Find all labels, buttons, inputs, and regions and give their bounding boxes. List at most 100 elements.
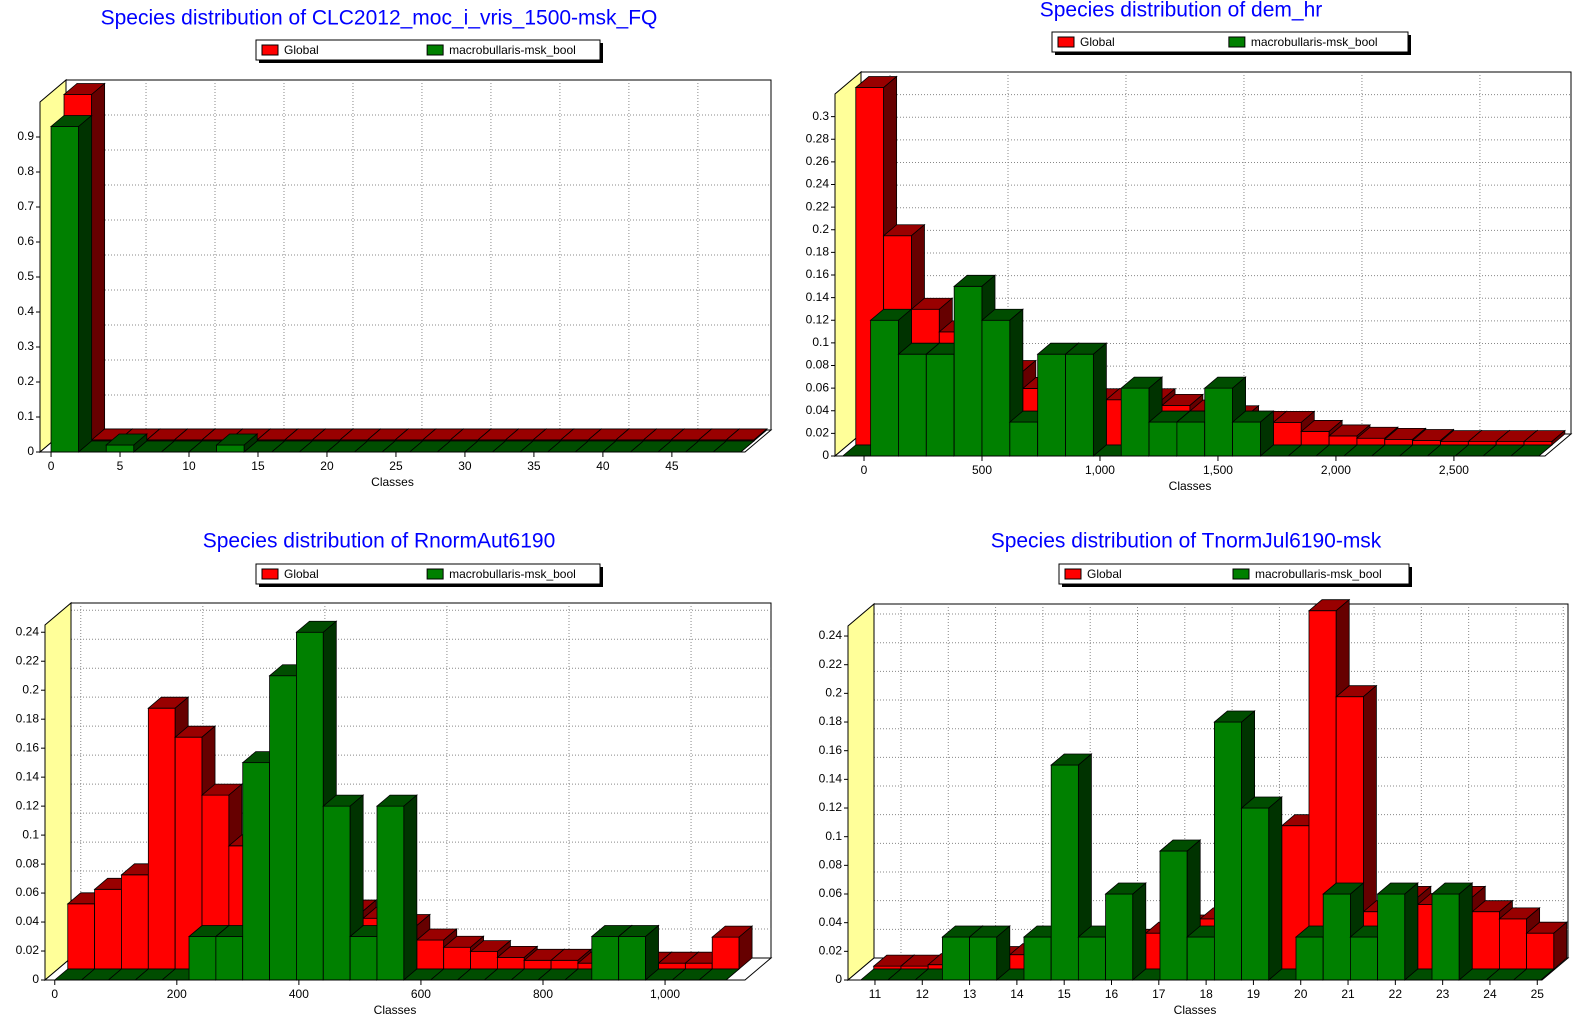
x-tick-label: 24: [1483, 987, 1497, 1001]
y-tick-label: 0: [32, 972, 39, 986]
bar: [1525, 921, 1568, 970]
bar-front: [591, 936, 620, 981]
legend-swatch: [426, 568, 444, 580]
bar: [1104, 882, 1147, 981]
x-tick-label: 1,500: [1203, 463, 1233, 477]
chart-title: Species distribution of RnormAut6190: [203, 530, 556, 553]
y-tick-label: 0.02: [16, 943, 40, 957]
x-tick-label: 16: [1105, 987, 1119, 1001]
bar-front: [1471, 911, 1500, 970]
bar-front: [1159, 850, 1188, 981]
x-tick-label: 19: [1247, 987, 1261, 1001]
x-tick-label: 18: [1199, 987, 1213, 1001]
y-tick-label: 0.3: [812, 109, 829, 123]
bar-side: [740, 440, 755, 453]
y-tick-label: 0.22: [806, 199, 830, 213]
y-tick-label: 0.22: [819, 657, 843, 671]
x-tick-label: 25: [389, 459, 403, 473]
legend-label: Global: [284, 567, 319, 581]
bar-front: [1120, 387, 1150, 457]
bar-side: [1458, 882, 1473, 981]
bar-front: [618, 936, 646, 981]
side-wall: [44, 601, 72, 982]
legend-swatch: [261, 568, 279, 580]
bar-front: [1148, 421, 1178, 457]
bar-front: [1412, 440, 1441, 446]
x-tick-label: 15: [251, 459, 265, 473]
bar-front: [658, 962, 686, 970]
bar-front: [1384, 438, 1414, 446]
bar-front: [1105, 893, 1134, 981]
chart-title: Species distribution of dem_hr: [1040, 0, 1323, 22]
x-tick-label: 13: [963, 987, 977, 1001]
legend: Global macrobullaris-msk_bool: [255, 39, 603, 63]
y-tick-label: 0.04: [16, 914, 40, 928]
chart-panel: Species distribution of TnormJul6190-msk…: [819, 530, 1570, 1017]
y-tick-label: 0.08: [16, 856, 40, 870]
y-tick-label: 0.18: [16, 711, 40, 725]
y-tick-label: 0.12: [16, 798, 40, 812]
bar-front: [216, 444, 245, 453]
y-tick-label: 0.2: [22, 682, 39, 696]
legend-label: Global: [1080, 35, 1115, 49]
y-tick-label: 0.06: [819, 886, 843, 900]
y-tick-label: 0.1: [17, 409, 34, 423]
x-tick-label: 45: [665, 459, 679, 473]
bar: [617, 924, 660, 981]
y-tick-label: 0.26: [806, 154, 830, 168]
chart-panel: Species distribution of CLC2012_moc_i_vr…: [17, 7, 773, 489]
y-tick-label: 0.18: [806, 245, 830, 259]
y-tick-label: 0.06: [806, 380, 830, 394]
x-tick-label: 22: [1389, 987, 1403, 1001]
side-wall: [847, 602, 875, 982]
x-tick-label: 11: [869, 987, 882, 1001]
y-tick-label: 0.5: [17, 269, 34, 283]
bar: [1522, 429, 1566, 446]
bar-front: [470, 951, 498, 970]
bar-front: [1273, 421, 1302, 446]
bar-front: [1241, 807, 1270, 981]
chart-panel: Species distribution of dem_hr Global macr…: [806, 0, 1573, 493]
bar: [1120, 376, 1164, 457]
bar-front: [1431, 893, 1460, 981]
y-tick-label: 0.04: [819, 915, 843, 929]
y-tick-label: 0.16: [819, 743, 843, 757]
y-tick-label: 0.7: [17, 199, 34, 213]
bar: [1430, 882, 1474, 981]
bar-front: [1356, 437, 1386, 446]
bar-front: [1523, 441, 1553, 446]
bar-front: [1023, 936, 1052, 981]
x-tick-label: 0: [861, 463, 868, 477]
y-tick-label: 0.1: [812, 335, 829, 349]
bar-side: [1540, 968, 1555, 981]
bar-front: [188, 936, 217, 981]
y-tick-label: 0.02: [819, 944, 843, 958]
x-axis-label: Classes: [1174, 1003, 1217, 1017]
bar-front: [497, 957, 525, 970]
bar-front: [376, 805, 405, 981]
x-tick-label: 2,500: [1439, 463, 1469, 477]
bar-front: [925, 353, 955, 457]
bar-front: [121, 874, 149, 970]
bar-front: [898, 353, 927, 457]
bar-front: [1467, 441, 1497, 446]
legend-label: Global: [284, 43, 319, 57]
x-axis-label: Classes: [1169, 479, 1212, 493]
bar-front: [1440, 441, 1469, 446]
y-tick-label: 0.22: [16, 653, 40, 667]
y-tick-label: 0.24: [819, 628, 843, 642]
bar-front: [1377, 893, 1406, 981]
bar-front: [523, 959, 552, 970]
bar-front: [50, 126, 80, 453]
y-tick-label: 0: [835, 972, 842, 986]
y-tick-label: 0: [27, 444, 34, 458]
bar-side: [1092, 342, 1107, 457]
y-tick-label: 0.24: [16, 624, 40, 638]
x-tick-label: 25: [1531, 987, 1545, 1001]
bar-front: [873, 965, 902, 970]
bar-front: [711, 936, 740, 970]
y-tick-label: 0.18: [819, 714, 843, 728]
legend-label: macrobullaris-msk_bool: [449, 43, 576, 57]
chart-title: Species distribution of TnormJul6190-msk: [991, 530, 1382, 553]
y-tick-label: 0.14: [819, 772, 843, 786]
